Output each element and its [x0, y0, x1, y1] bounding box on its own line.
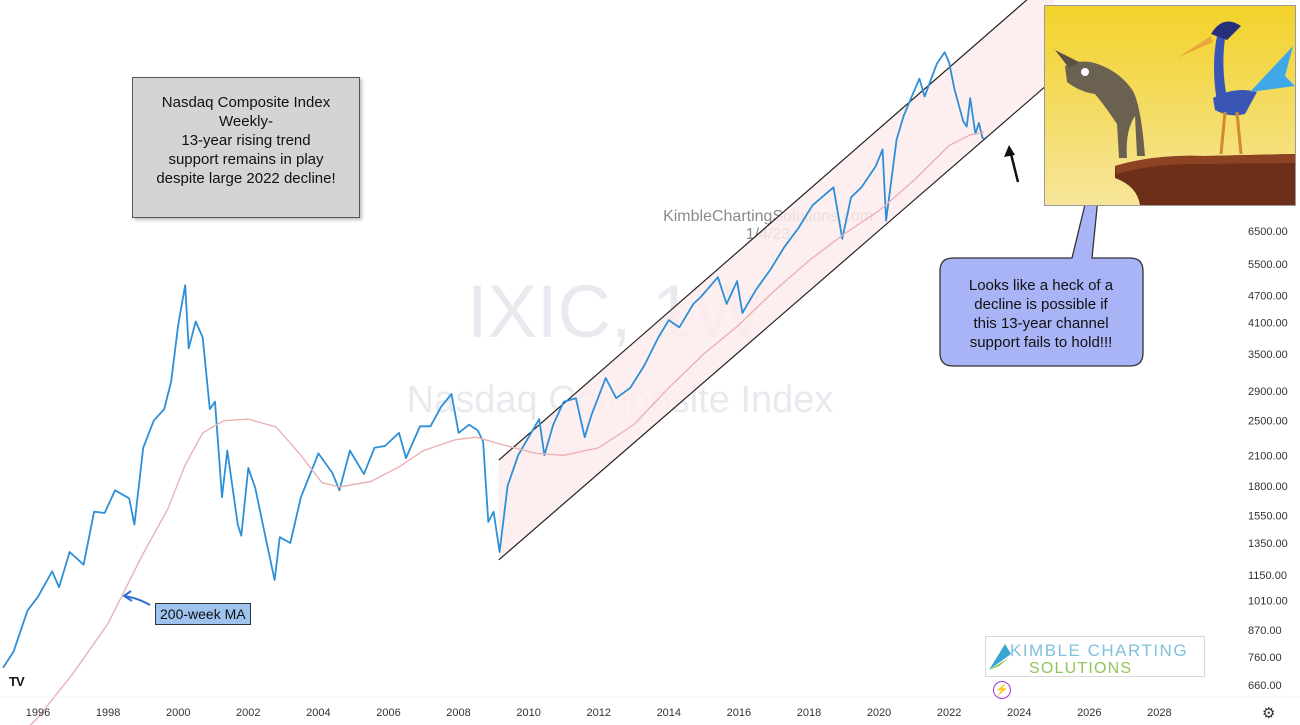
- x-tick-label: 2022: [937, 707, 961, 719]
- x-tick-label: 2006: [376, 707, 400, 719]
- x-tick-label: 2016: [727, 707, 751, 719]
- brand-line-2: SOLUTIONS: [1029, 660, 1132, 677]
- y-tick-label: 1800.00: [1248, 481, 1288, 493]
- annotation-arrows: [122, 145, 1020, 606]
- x-tick-label: 2014: [657, 707, 681, 719]
- roadrunner-beak-icon: [1177, 36, 1213, 58]
- callout-line-1: Looks like a heck of a: [969, 277, 1114, 294]
- y-tick-label: 2100.00: [1248, 450, 1288, 462]
- x-tick-label: 1998: [96, 707, 120, 719]
- channel-lower-line[interactable]: [498, 78, 1055, 561]
- y-tick-label: 1350.00: [1248, 538, 1288, 550]
- tradingview-logo[interactable]: TV: [9, 674, 25, 689]
- roadrunner-tail-icon: [1250, 46, 1295, 92]
- y-axis: 660.00 760.00 870.00 1010.00 1150.00 1350.00 1…: [1248, 226, 1288, 692]
- coyote-icon: [1065, 61, 1145, 158]
- y-tick-label: 660.00: [1248, 680, 1282, 692]
- info-line-4: 13-year rising trend: [181, 132, 311, 149]
- roadrunner-legs-icon: [1219, 111, 1243, 155]
- y-tick-label: 870.00: [1248, 625, 1282, 637]
- support-arrowhead-icon: [1004, 145, 1015, 157]
- callout-line-2: decline is possible if: [974, 296, 1108, 313]
- x-tick-label: 2028: [1147, 707, 1171, 719]
- brand-line-1: KIMBLE CHARTING: [1010, 641, 1188, 660]
- y-tick-label: 2900.00: [1248, 386, 1288, 398]
- x-tick-label: 2026: [1077, 707, 1101, 719]
- x-tick-label: 2010: [516, 707, 540, 719]
- y-tick-label: 4700.00: [1248, 290, 1288, 302]
- brand-arrow-icon: [989, 644, 1011, 670]
- x-tick-label: 2004: [306, 707, 330, 719]
- callout-line-4: support fails to hold!!!: [970, 334, 1113, 351]
- x-tick-label: 2024: [1007, 707, 1031, 719]
- brand-logo: KIMBLE CHARTING SOLUTIONS: [985, 636, 1205, 677]
- ma-label: 200-week MA: [155, 603, 251, 625]
- y-tick-label: 6500.00: [1248, 226, 1288, 238]
- info-box: Nasdaq Composite Index Weekly- 13-year r…: [132, 77, 360, 218]
- channel-upper-line[interactable]: [498, 0, 1054, 461]
- cartoon-illustration: [1045, 6, 1295, 205]
- roadrunner-head-icon: [1211, 21, 1241, 40]
- y-tick-label: 1550.00: [1248, 511, 1288, 523]
- info-line-5: support remains in play: [168, 151, 324, 168]
- brand-logo-graphic: KIMBLE CHARTING SOLUTIONS: [985, 636, 1205, 677]
- x-tick-label: 2002: [236, 707, 260, 719]
- roadrunner-neck-icon: [1214, 36, 1227, 102]
- y-tick-label: 5500.00: [1248, 259, 1288, 271]
- callout-line-3: this 13-year channel: [973, 315, 1108, 332]
- cliff-top-icon: [1115, 154, 1295, 174]
- y-tick-label: 1010.00: [1248, 596, 1288, 608]
- y-tick-label: 760.00: [1248, 652, 1282, 664]
- series-layer: [2, 51, 985, 725]
- price-series-line[interactable]: [2, 51, 985, 669]
- info-line-2: Weekly-: [219, 113, 273, 130]
- x-tick-label: 2000: [166, 707, 190, 719]
- info-line-6: despite large 2022 decline!: [156, 170, 336, 187]
- ma-arrowhead-icon: [122, 590, 133, 602]
- x-tick-label: 2008: [446, 707, 470, 719]
- coyote-ear-icon: [1055, 50, 1079, 68]
- info-line-1: Nasdaq Composite Index: [161, 94, 331, 111]
- coyote-eye-icon: [1081, 68, 1089, 76]
- moving-average-line[interactable]: [3, 131, 985, 725]
- brand-arrow2-icon: [989, 658, 1009, 670]
- x-axis: 1996 1998 2000 2002 2004 2006 2008 2010 2012 2014…: [0, 696, 1300, 719]
- x-tick-label: 2018: [797, 707, 821, 719]
- y-tick-label: 4100.00: [1248, 317, 1288, 329]
- y-tick-label: 1150.00: [1248, 570, 1287, 582]
- y-tick-label: 2500.00: [1248, 416, 1288, 428]
- cartoon-image: [1044, 5, 1296, 206]
- lightning-icon[interactable]: ⚡: [993, 681, 1011, 699]
- x-tick-label: 2012: [586, 707, 610, 719]
- y-tick-label: 3500.00: [1248, 349, 1288, 361]
- cliff-icon: [1115, 154, 1295, 205]
- x-tick-label: 2020: [867, 707, 891, 719]
- x-tick-label: 1996: [26, 707, 50, 719]
- settings-gear-icon[interactable]: ⚙: [1262, 705, 1276, 722]
